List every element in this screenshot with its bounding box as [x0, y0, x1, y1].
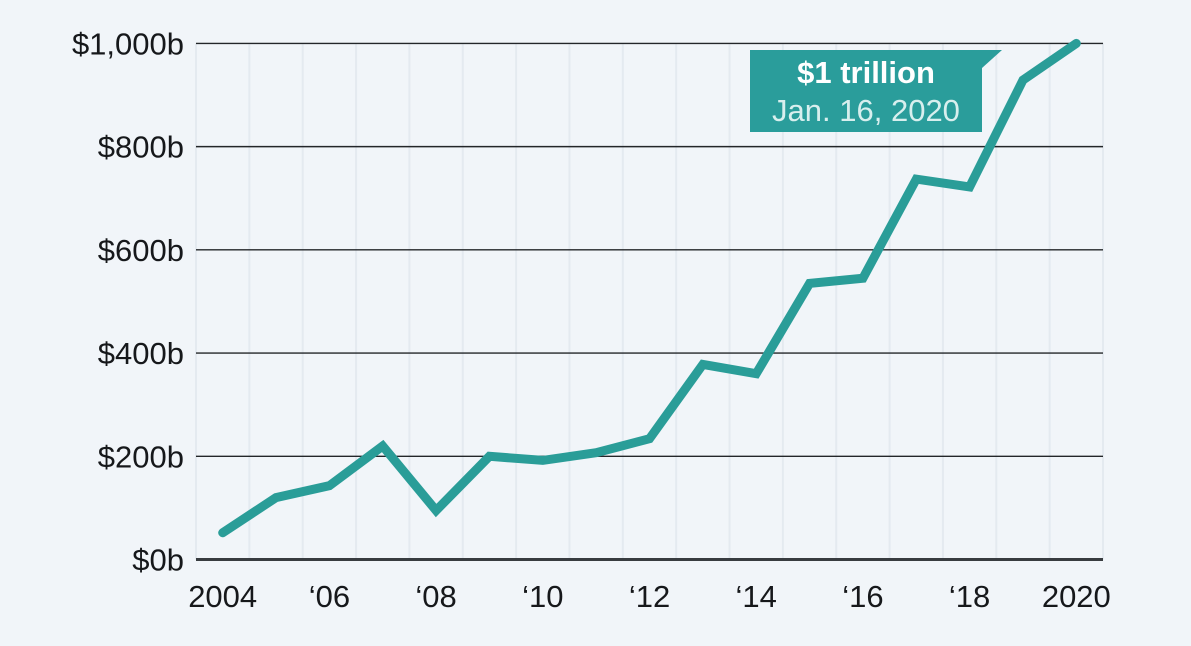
y-axis-tick-labels: $0b $200b $400b $600b $800b $1,000b — [72, 26, 184, 577]
data-line-series — [218, 38, 1081, 538]
annotation-date: Jan. 16, 2020 — [772, 93, 960, 128]
y-tick-label: $200b — [98, 439, 184, 474]
x-tick-label: ‘08 — [415, 579, 456, 614]
x-tick-label: ‘12 — [629, 579, 670, 614]
y-tick-label: $1,000b — [72, 26, 184, 61]
x-tick-label: ‘18 — [949, 579, 990, 614]
x-tick-label: ‘14 — [736, 579, 777, 614]
horizontal-gridlines — [196, 42, 1103, 561]
x-tick-label: ‘06 — [309, 579, 350, 614]
x-tick-label: ‘16 — [842, 579, 883, 614]
y-tick-label: $400b — [98, 336, 184, 371]
x-axis-tick-labels: 2004 ‘06 ‘08 ‘10 ‘12 ‘14 ‘16 ‘18 2020 — [188, 579, 1111, 614]
y-tick-label: $0b — [132, 543, 184, 578]
x-tick-label: ‘10 — [522, 579, 563, 614]
annotation-callout-banner — [750, 50, 1002, 132]
y-tick-label: $800b — [98, 130, 184, 165]
x-tick-label: 2004 — [188, 579, 257, 614]
annotation-title: $1 trillion — [797, 55, 935, 90]
vertical-gridlines — [195, 43, 1104, 560]
y-tick-label: $600b — [98, 233, 184, 268]
x-tick-label: 2020 — [1042, 579, 1111, 614]
